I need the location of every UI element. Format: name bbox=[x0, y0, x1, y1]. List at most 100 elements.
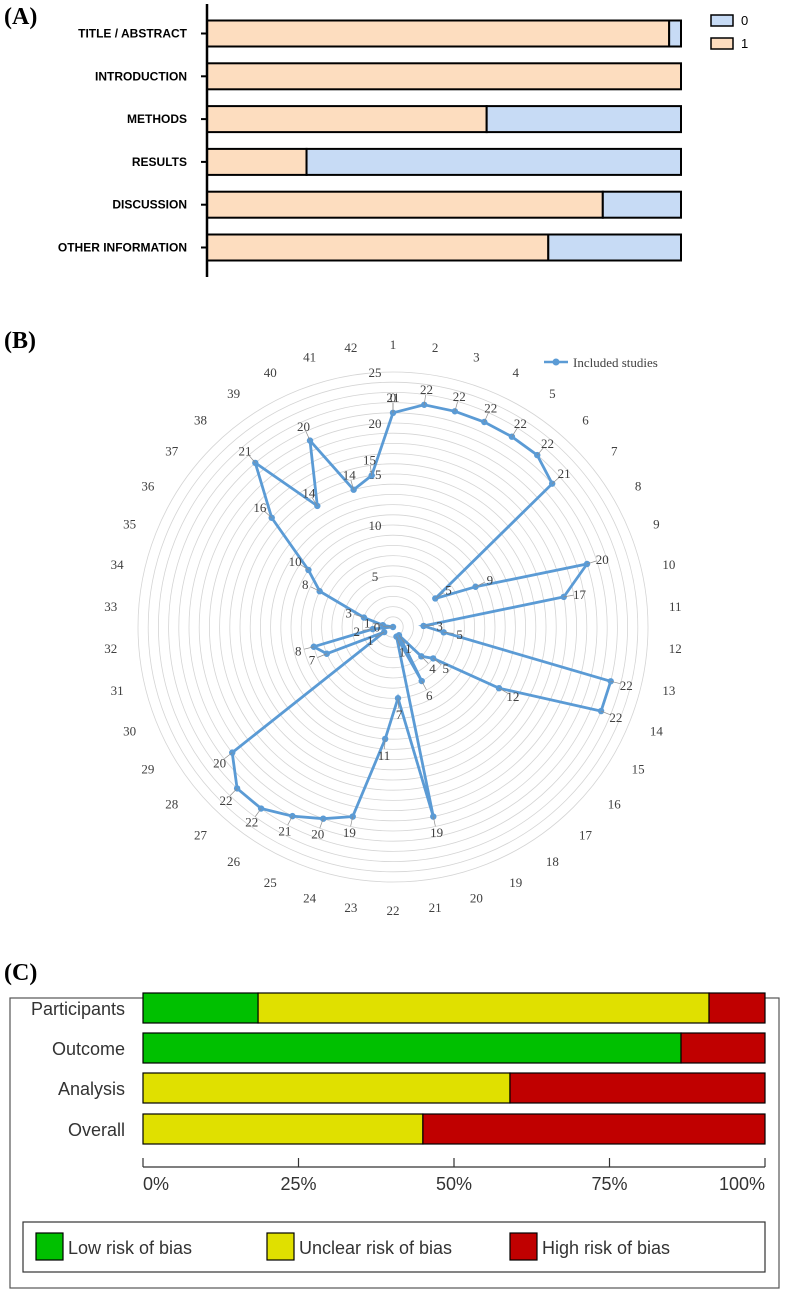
data-label: 19 bbox=[343, 825, 356, 840]
radar-series-line bbox=[230, 403, 613, 821]
data-label: 22 bbox=[420, 382, 433, 397]
bar-segment-1 bbox=[206, 62, 682, 91]
category-label: TITLE / ABSTRACT bbox=[78, 27, 188, 41]
legend-swatch-1 bbox=[710, 37, 734, 50]
data-label-leader bbox=[443, 631, 454, 634]
data-label: 22 bbox=[541, 436, 554, 451]
radar-axis-label: 27 bbox=[194, 827, 208, 842]
legend-label-1: 1 bbox=[741, 36, 748, 51]
data-label-leader bbox=[287, 815, 293, 826]
bar-segment bbox=[509, 1072, 766, 1104]
radial-tick-label: 10 bbox=[369, 518, 382, 533]
bar-segment bbox=[422, 1113, 766, 1145]
x-tick-label: 100% bbox=[719, 1174, 765, 1194]
data-label: 8 bbox=[295, 644, 302, 659]
data-label: 12 bbox=[506, 689, 519, 704]
grid-circle bbox=[229, 463, 557, 791]
data-label-leader bbox=[362, 628, 373, 631]
grid-circle bbox=[137, 371, 649, 883]
data-label-leader bbox=[350, 480, 354, 490]
data-label: 14 bbox=[343, 467, 357, 482]
radar-axis-label: 28 bbox=[165, 796, 178, 811]
bar-segment bbox=[142, 1072, 511, 1104]
category-label: Participants bbox=[31, 999, 125, 1019]
data-label: 22 bbox=[620, 678, 633, 693]
grid-circle bbox=[351, 585, 435, 669]
radar-axis-label: 20 bbox=[470, 890, 483, 905]
data-label: 11 bbox=[378, 748, 391, 763]
radar-axis-label: 42 bbox=[344, 340, 357, 355]
data-label: 10 bbox=[289, 554, 302, 569]
bar-segment-0 bbox=[668, 19, 683, 48]
legend-label: High risk of bias bbox=[542, 1238, 670, 1258]
legend-box bbox=[22, 1221, 766, 1273]
legend-label: Low risk of bias bbox=[68, 1238, 192, 1258]
radar-axis-label: 34 bbox=[111, 557, 125, 572]
data-label: 22 bbox=[453, 389, 466, 404]
grid-circle bbox=[157, 391, 629, 863]
grid-circle bbox=[249, 483, 537, 771]
grid-circle bbox=[188, 422, 598, 832]
bar-segment bbox=[142, 1113, 424, 1145]
radar-axis-label: 33 bbox=[104, 599, 117, 614]
data-label: 22 bbox=[245, 814, 258, 829]
data-label-leader bbox=[304, 646, 314, 650]
data-label: 1 bbox=[405, 641, 412, 656]
radar-axis-label: 22 bbox=[387, 903, 400, 918]
bar-segment-1 bbox=[206, 147, 308, 176]
bar-segment-0 bbox=[485, 105, 682, 134]
data-label: 7 bbox=[309, 653, 316, 668]
radar-axis-label: 17 bbox=[579, 827, 593, 842]
data-label: 19 bbox=[430, 825, 443, 840]
data-label-leader bbox=[396, 636, 401, 647]
radar-axis-label: 23 bbox=[344, 900, 357, 915]
grid-circle bbox=[147, 381, 639, 873]
data-label: 20 bbox=[213, 755, 226, 770]
category-label: Overall bbox=[68, 1120, 125, 1140]
data-label-leader bbox=[551, 476, 560, 484]
bar-segment bbox=[680, 1032, 766, 1064]
radar-axis-label: 31 bbox=[111, 683, 124, 698]
data-label: 7 bbox=[396, 707, 403, 722]
data-label: 15 bbox=[363, 453, 376, 468]
bar-segment bbox=[708, 992, 766, 1024]
x-tick-label: 50% bbox=[436, 1174, 472, 1194]
category-label: DISCUSSION bbox=[112, 198, 187, 212]
data-label: 5 bbox=[445, 583, 452, 598]
data-label: 2 bbox=[354, 624, 361, 639]
data-label: 1 bbox=[364, 615, 371, 630]
radar-axis-label: 36 bbox=[141, 479, 155, 494]
reporting-bar-chart: TITLE / ABSTRACT INTRODUCTION METHODS RESUL… bbox=[58, 4, 748, 277]
legend-label-0: 0 bbox=[741, 13, 748, 28]
radar-axis-label: 39 bbox=[227, 386, 240, 401]
data-label: 3 bbox=[345, 606, 352, 621]
data-label-leader bbox=[475, 582, 485, 588]
radar-axis-label: 7 bbox=[611, 444, 618, 459]
panel-b-letter: (B) bbox=[4, 328, 36, 354]
data-label: 3 bbox=[436, 618, 443, 633]
radar-axis-label: 2 bbox=[432, 340, 439, 355]
category-label: OTHER INFORMATION bbox=[58, 241, 187, 255]
radar-axis-label: 29 bbox=[141, 762, 154, 777]
data-label: 1 bbox=[399, 645, 406, 660]
data-label: 21 bbox=[558, 466, 571, 481]
radar-axis-label: 19 bbox=[509, 875, 522, 890]
radar-axis-label: 24 bbox=[303, 890, 317, 905]
risk-of-bias-chart: Participants Outcome Analysis Overall 0% 25% 5… bbox=[9, 992, 780, 1289]
radar-axis-label: 25 bbox=[264, 875, 277, 890]
radar-axis-label: 26 bbox=[227, 854, 241, 869]
radar-axis-label: 10 bbox=[662, 557, 675, 572]
grid-circle bbox=[300, 534, 486, 720]
data-label: 16 bbox=[253, 500, 267, 515]
radar-axis-label: 9 bbox=[653, 517, 660, 532]
grid-circle bbox=[290, 524, 496, 730]
radial-tick-label: 20 bbox=[369, 416, 382, 431]
data-label-leader bbox=[397, 698, 400, 709]
radar-axis-label: 8 bbox=[635, 479, 642, 494]
data-label-leader bbox=[248, 455, 256, 464]
data-label-leader bbox=[229, 788, 238, 796]
data-label-leader bbox=[373, 623, 384, 626]
grid-circle bbox=[208, 442, 578, 812]
data-label: 6 bbox=[426, 688, 433, 703]
legend-label: Included studies bbox=[573, 355, 658, 370]
